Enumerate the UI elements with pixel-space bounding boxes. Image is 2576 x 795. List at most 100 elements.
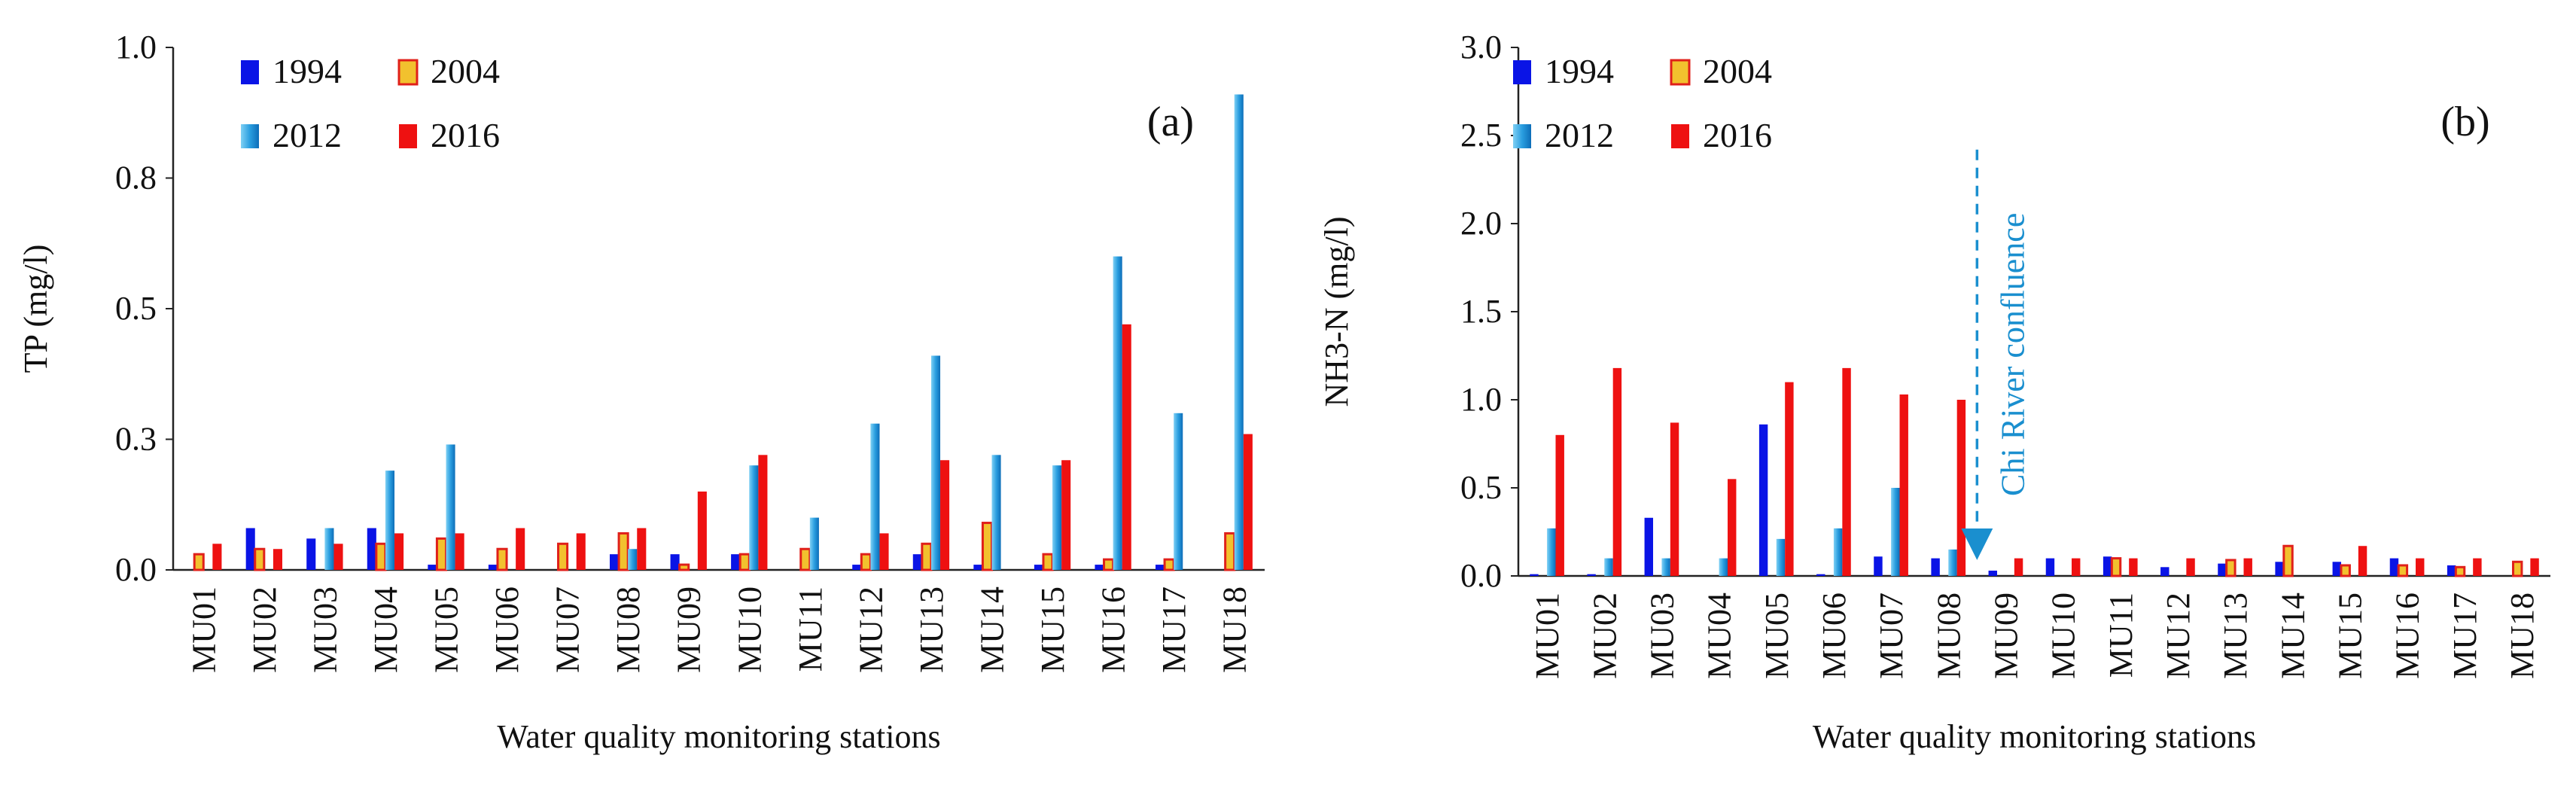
legend-label-2012: 2012 — [273, 116, 342, 154]
y-tick-label: 0.5 — [1460, 469, 1502, 506]
bar-2004-MU16 — [2397, 564, 2409, 577]
bar-2012-MU03 — [324, 528, 334, 570]
bar-2012-MU03 — [1661, 558, 1670, 576]
x-tick-label: MU07 — [550, 586, 586, 673]
bar-2016-MU05 — [1785, 382, 1794, 576]
bar-1994-MU05 — [428, 565, 437, 570]
x-tick-label: MU16 — [2389, 592, 2426, 679]
legend-swatch-2004 — [397, 59, 419, 86]
legend-label-2004: 2004 — [1703, 52, 1772, 90]
bar-2012-MU05 — [446, 444, 455, 570]
bar-2012-MU15 — [1052, 465, 1062, 570]
bar-1994-MU09 — [1988, 570, 1997, 576]
confluence-annotation: Chi River confluence — [1994, 213, 2031, 496]
x-tick-label: MU05 — [1758, 592, 1795, 679]
bar-2016-MU15 — [1061, 460, 1071, 570]
bar-1994-MU14 — [2275, 562, 2284, 576]
bar-2012-MU04 — [1719, 558, 1728, 576]
bar-2004-MU05 — [435, 537, 448, 571]
bar-1994-MU05 — [1758, 424, 1768, 576]
bar-2004-MU13 — [921, 542, 933, 571]
x-tick-label: MU03 — [306, 586, 343, 673]
bar-2004-MU14 — [981, 522, 993, 571]
bar-2016-MU17 — [2473, 558, 2482, 576]
bar-2016-MU03 — [333, 544, 343, 570]
bar-2004-MU18 — [1224, 532, 1236, 571]
x-tick-label: MU01 — [185, 586, 222, 673]
bar-2012-MU10 — [749, 465, 759, 570]
bar-2016-MU16 — [1122, 324, 1131, 570]
x-tick-label: MU12 — [852, 586, 889, 673]
x-tick-label: MU18 — [2504, 592, 2541, 679]
x-tick-label: MU13 — [913, 586, 950, 673]
bar-2016-MU06 — [516, 528, 525, 570]
bar-1994-MU09 — [670, 554, 680, 570]
x-tick-label: MU06 — [489, 586, 525, 673]
bar-1994-MU14 — [973, 565, 983, 570]
bar-1994-MU04 — [367, 528, 376, 570]
panel-label: (a) — [1147, 99, 1194, 145]
bar-2004-MU07 — [557, 542, 569, 571]
y-tick-label: 2.0 — [1460, 205, 1502, 242]
bar-1994-MU12 — [852, 565, 862, 570]
bar-1994-MU10 — [2045, 558, 2055, 576]
bar-2004-MU17 — [1163, 558, 1175, 571]
bar-1994-MU02 — [245, 528, 255, 570]
y-tick-label: 0.5 — [115, 290, 157, 327]
x-tick-label: MU09 — [671, 586, 708, 673]
x-tick-label: MU18 — [1216, 586, 1253, 673]
legend-swatch-2004 — [1670, 59, 1691, 86]
bar-1994-MU03 — [1644, 517, 1653, 576]
bar-2012-MU04 — [385, 471, 395, 570]
bar-1994-MU08 — [1931, 558, 1940, 576]
bar-2012-MU06 — [1833, 528, 1843, 576]
legend-swatch-2012 — [1513, 124, 1531, 148]
x-tick-label: MU03 — [1643, 592, 1680, 679]
bar-2012-MU08 — [628, 549, 638, 570]
bar-1994-MU17 — [1156, 565, 1165, 570]
bar-1994-MU15 — [1034, 565, 1043, 570]
bar-2004-MU04 — [375, 542, 387, 571]
legend: 1994 2004 2012 2016 — [241, 52, 500, 154]
x-tick-label: MU01 — [1529, 592, 1566, 679]
bar-2016-MU13 — [940, 460, 950, 570]
bar-1994-MU03 — [306, 538, 316, 570]
bar-2012-MU12 — [870, 423, 880, 570]
y-tick-label: 2.5 — [1460, 117, 1502, 154]
bar-2016-MU07 — [576, 533, 586, 570]
bar-2016-MU18 — [2530, 558, 2539, 576]
bar-2016-MU12 — [2186, 558, 2195, 576]
bar-1994-MU08 — [610, 554, 620, 570]
legend-label-2012: 2012 — [1545, 116, 1614, 154]
bar-2016-MU07 — [1899, 394, 1908, 576]
y-tick-label: 1.0 — [115, 29, 157, 65]
x-tick-label: MU12 — [2160, 592, 2197, 679]
x-tick-label: MU15 — [2331, 592, 2368, 679]
y-tick-label: 1.0 — [1460, 381, 1502, 418]
bar-2016-MU10 — [758, 455, 768, 570]
x-tick-label: MU08 — [1930, 592, 1967, 679]
bar-2004-MU11 — [2110, 557, 2122, 577]
bar-2016-MU08 — [637, 528, 647, 570]
x-tick-label: MU13 — [2217, 592, 2254, 679]
bar-2012-MU13 — [930, 355, 941, 570]
bar-1994-MU11 — [2103, 556, 2112, 576]
bar-2016-MU01 — [1555, 434, 1564, 576]
bar-2012-MU01 — [1547, 528, 1556, 576]
bar-2012-MU14 — [991, 455, 1001, 570]
bar-2012-MU07 — [1891, 488, 1900, 576]
bar-2016-MU08 — [1956, 400, 1966, 576]
panel-label: (b) — [2441, 99, 2489, 145]
bar-2004-MU09 — [678, 563, 690, 571]
y-tick-label: 0.8 — [115, 160, 157, 196]
bar-2004-MU11 — [799, 547, 811, 571]
x-axis-title: Water quality monitoring stations — [497, 718, 940, 755]
bar-2004-MU06 — [496, 547, 508, 571]
bar-2012-MU11 — [809, 517, 819, 570]
x-tick-label: MU17 — [1156, 586, 1192, 673]
bar-2016-MU16 — [2416, 558, 2425, 576]
bar-2004-MU01 — [193, 553, 205, 571]
bar-1994-MU02 — [1587, 574, 1596, 576]
bar-2004-MU16 — [1103, 558, 1115, 571]
bar-1994-MU01 — [1530, 574, 1539, 576]
